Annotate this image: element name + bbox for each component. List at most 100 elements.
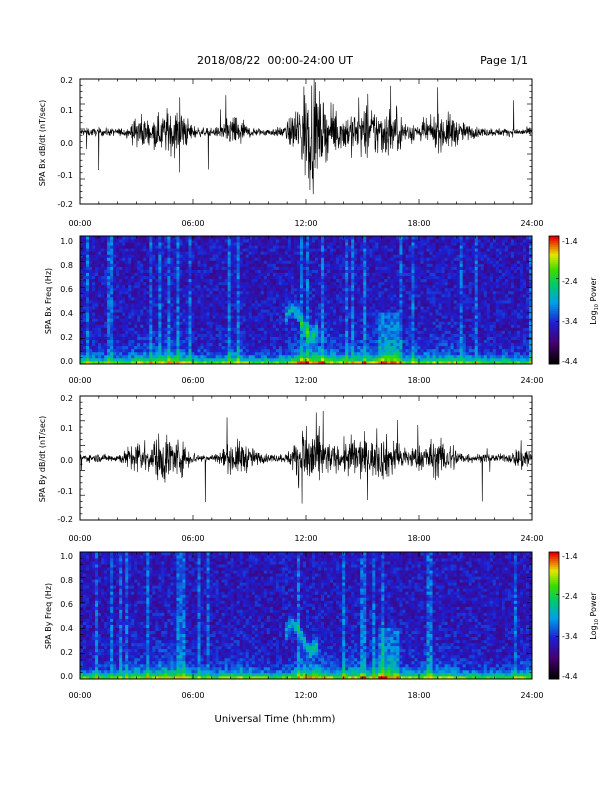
heatmap-cell (158, 342, 162, 347)
heatmap-cell (290, 245, 295, 249)
heatmap-cell (351, 348, 355, 353)
heatmap-cell (107, 242, 111, 246)
heatmap-cell (327, 318, 331, 322)
heatmap-cell (402, 275, 406, 280)
heatmap-cell (330, 269, 334, 273)
heatmap-cell (173, 333, 177, 337)
heatmap-cell (155, 278, 159, 283)
heatmap-cell (266, 321, 271, 325)
heatmap-cell (290, 281, 295, 286)
heatmap-cell (197, 321, 201, 325)
heatmap-cell (318, 239, 322, 243)
heatmap-cell (161, 306, 165, 310)
heatmap-cell (122, 284, 126, 289)
heatmap-cell (336, 309, 340, 313)
heatmap-cell (119, 327, 123, 331)
heatmap-cell (330, 330, 334, 334)
heatmap-cell (402, 300, 406, 304)
heatmap-cell (411, 248, 415, 252)
heatmap-cell (203, 287, 207, 292)
heatmap-cell (191, 281, 195, 286)
heatmap-cell (254, 245, 259, 249)
heatmap-cell (143, 242, 147, 246)
heatmap-cell (357, 275, 361, 280)
heatmap-cell (345, 339, 349, 344)
heatmap-cell (137, 260, 141, 264)
heatmap-cell (290, 242, 295, 246)
heatmap-cell (287, 309, 292, 313)
heatmap-cell (158, 327, 162, 331)
heatmap-cell (110, 345, 114, 350)
heatmap-cell (209, 278, 213, 283)
heatmap-cell (191, 300, 195, 304)
heatmap-cell (369, 312, 373, 316)
heatmap-cell (215, 357, 220, 362)
heatmap-cell (426, 248, 430, 252)
heatmap-cell (390, 245, 394, 249)
heatmap-cell (83, 348, 87, 353)
heatmap-cell (104, 272, 108, 277)
heatmap-cell (351, 239, 355, 243)
heatmap-cell (170, 357, 174, 362)
heatmap-cell (290, 315, 295, 319)
heatmap-cell (290, 303, 295, 307)
heatmap-cell (248, 342, 253, 347)
heatmap-cell (233, 254, 238, 258)
heatmap-cell (179, 245, 183, 249)
heatmap-cell (152, 236, 156, 240)
heatmap-cell (327, 345, 331, 350)
heatmap-cell (203, 248, 207, 252)
heatmap-cell (330, 342, 334, 347)
heatmap-cell (351, 248, 355, 252)
heatmap-cell (251, 354, 256, 359)
heatmap-cell (396, 251, 400, 255)
heatmap-cell (134, 293, 138, 298)
heatmap-cell (197, 348, 201, 353)
heatmap-cell (197, 236, 201, 240)
heatmap-cell (327, 336, 331, 341)
heatmap-cell (405, 330, 409, 334)
heatmap-cell (375, 306, 379, 310)
heatmap-cell (251, 254, 256, 258)
heatmap-cell (173, 281, 177, 286)
heatmap-cell (393, 330, 397, 334)
heatmap-cell (408, 284, 412, 289)
heatmap-cell (348, 263, 352, 267)
heatmap-cell (161, 327, 165, 331)
heatmap-cell (128, 269, 132, 273)
heatmap-cell (203, 300, 207, 304)
heatmap-cell (254, 293, 259, 298)
heatmap-cell (203, 254, 207, 258)
heatmap-cell (360, 348, 364, 353)
heatmap-cell (182, 330, 186, 334)
heatmap-cell (248, 303, 253, 307)
heatmap-cell (327, 263, 331, 267)
heatmap-cell (251, 242, 256, 246)
heatmap-cell (125, 348, 129, 353)
heatmap-cell (236, 318, 241, 322)
heatmap-cell (101, 275, 105, 280)
heatmap-cell (248, 339, 253, 344)
heatmap-cell (218, 300, 223, 304)
heatmap-cell (176, 242, 180, 246)
heatmap-cell (239, 284, 244, 289)
heatmap-cell (236, 254, 241, 258)
heatmap-cell (318, 272, 322, 277)
heatmap-cell (333, 336, 337, 341)
heatmap-cell (278, 348, 283, 353)
heatmap-cell (281, 296, 286, 301)
heatmap-cell (248, 257, 253, 261)
heatmap-cell (321, 272, 325, 277)
heatmap-cell (248, 296, 253, 301)
heatmap-cell (324, 333, 328, 337)
heatmap-cell (372, 281, 376, 286)
heatmap-cell (384, 330, 388, 334)
heatmap-cell (309, 287, 313, 292)
heatmap-cell (95, 330, 99, 334)
heatmap-cell (155, 351, 159, 356)
heatmap-cell (384, 339, 388, 344)
heatmap-cell (363, 300, 367, 304)
heatmap-cell (80, 296, 84, 301)
heatmap-cell (173, 330, 177, 334)
heatmap-cell (128, 312, 132, 316)
